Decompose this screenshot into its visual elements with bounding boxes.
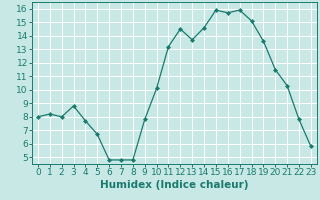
X-axis label: Humidex (Indice chaleur): Humidex (Indice chaleur) — [100, 180, 249, 190]
